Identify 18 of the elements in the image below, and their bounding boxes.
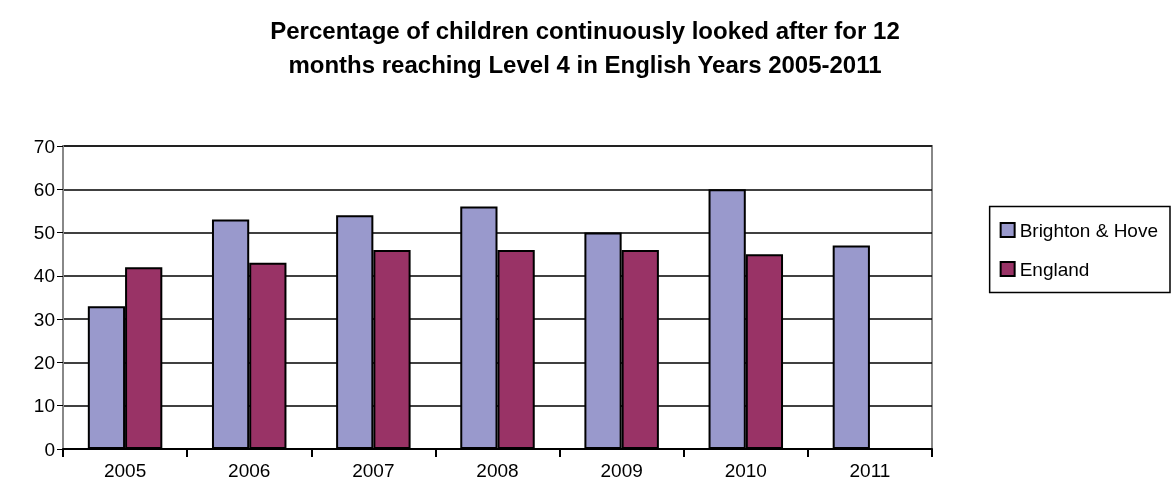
legend-label: England <box>1019 258 1090 280</box>
legend-label: Brighton & Hove <box>1019 219 1159 241</box>
y-tick-label: 40 <box>33 265 55 287</box>
chart-title: Percentage of children continuously looked after for 12 months reaching Level 4 in English Years 2005-2011 <box>270 16 900 78</box>
x-tick-label: 2005 <box>103 460 147 481</box>
x-tick-label: 2006 <box>228 460 271 481</box>
y-tick-label: 10 <box>33 395 55 417</box>
y-tick-label: 60 <box>33 178 55 200</box>
y-tick-label: 50 <box>33 222 55 244</box>
x-tick-label: 2009 <box>600 460 643 481</box>
y-tick-label: 0 <box>44 438 55 460</box>
x-tick-label: 2010 <box>724 460 767 481</box>
x-tick-label: 2008 <box>476 460 519 481</box>
y-tick-label: 20 <box>33 351 55 373</box>
x-tick-label: 2007 <box>352 460 395 481</box>
y-tick-label: 30 <box>33 308 55 330</box>
y-tick-label: 70 <box>33 135 55 157</box>
x-tick-label: 2011 <box>849 460 891 481</box>
